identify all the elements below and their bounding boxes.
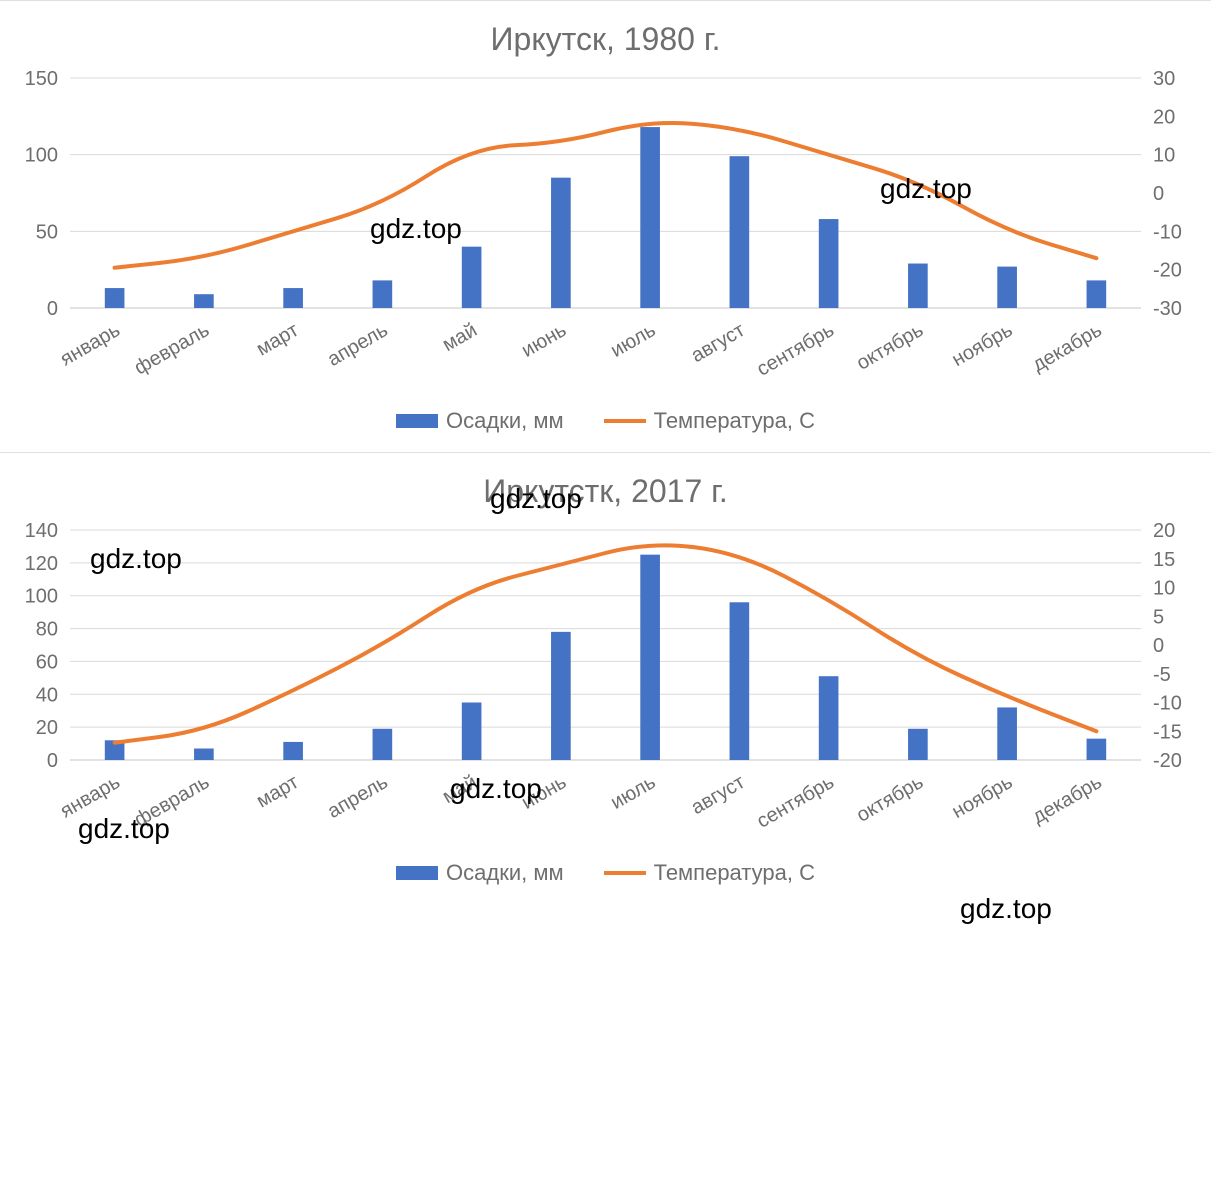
precipitation-bar bbox=[730, 602, 750, 760]
precipitation-bar bbox=[997, 267, 1017, 308]
precipitation-bar bbox=[908, 264, 928, 308]
right-axis-label: 30 bbox=[1153, 68, 1175, 90]
precipitation-bar bbox=[640, 127, 660, 308]
legend-swatch-bar bbox=[396, 414, 438, 428]
chart-plot: 0 50 100 150 -30 -20 -10 0 10 20 30 январьфевраль ма… bbox=[0, 68, 1211, 398]
right-axis-label: 15 bbox=[1153, 549, 1175, 571]
precipitation-bar bbox=[462, 247, 482, 308]
left-axis-label: 60 bbox=[36, 651, 58, 673]
legend-item-precipitation: Осадки, мм bbox=[396, 860, 564, 886]
right-axis-label: 20 bbox=[1153, 106, 1175, 128]
category-label: январь bbox=[57, 771, 124, 823]
category-label: июнь bbox=[518, 771, 570, 814]
legend-swatch-line bbox=[604, 419, 646, 423]
category-label: ноябрь bbox=[948, 771, 1016, 823]
category-label: апрель bbox=[324, 771, 392, 823]
left-axis-label: 0 bbox=[47, 298, 58, 320]
category-label: июль bbox=[607, 771, 659, 814]
left-axis-label: 120 bbox=[25, 553, 58, 575]
legend-item-precipitation: Осадки, мм bbox=[396, 408, 564, 434]
category-label: март bbox=[253, 319, 303, 360]
category-label: сентябрь bbox=[753, 771, 838, 833]
precipitation-bar bbox=[551, 632, 571, 760]
category-label: декабрь bbox=[1029, 319, 1106, 376]
category-label: ноябрь bbox=[948, 319, 1016, 371]
right-axis-label: -30 bbox=[1153, 298, 1182, 320]
category-label: октябрь bbox=[853, 771, 927, 827]
category-label: май bbox=[439, 319, 481, 356]
category-label: апрель bbox=[324, 319, 392, 371]
category-label: декабрь bbox=[1029, 771, 1106, 828]
category-label: июнь bbox=[518, 319, 570, 362]
precipitation-bar bbox=[997, 707, 1017, 760]
precipitation-bar bbox=[105, 288, 125, 308]
precipitation-bar bbox=[283, 288, 303, 308]
precipitation-bar bbox=[640, 555, 660, 760]
precipitation-bar bbox=[819, 676, 839, 760]
left-axis-label: 150 bbox=[25, 68, 58, 90]
left-axis-label: 0 bbox=[47, 750, 58, 772]
legend-label: Осадки, мм bbox=[446, 860, 564, 886]
category-label: май bbox=[439, 771, 481, 808]
category-label: август bbox=[687, 319, 748, 367]
charts-container: Иркутск, 1980 г.050100150-30-20-10010203… bbox=[0, 0, 1211, 904]
legend-swatch-line bbox=[604, 871, 646, 875]
right-axis-label: 10 bbox=[1153, 145, 1175, 167]
precipitation-bar bbox=[1087, 280, 1107, 308]
precipitation-bar bbox=[283, 742, 303, 760]
chart-title: Иркутск, 1980 г. bbox=[0, 1, 1211, 68]
chart-legend: Осадки, мм Температура, С bbox=[0, 398, 1211, 452]
precipitation-bar bbox=[373, 280, 393, 308]
precipitation-bar bbox=[1087, 739, 1107, 760]
right-axis-label: -20 bbox=[1153, 750, 1182, 772]
precipitation-bar bbox=[908, 729, 928, 760]
precipitation-bar bbox=[819, 219, 839, 308]
legend-label: Температура, С bbox=[654, 408, 815, 434]
precipitation-bar bbox=[462, 703, 482, 761]
right-axis-label: -10 bbox=[1153, 693, 1182, 715]
category-label: июль bbox=[607, 319, 659, 362]
category-label: август bbox=[687, 771, 748, 819]
precipitation-bar bbox=[194, 749, 214, 761]
chart-title: Иркутстк, 2017 г. bbox=[0, 453, 1211, 520]
right-axis-label: -20 bbox=[1153, 260, 1182, 282]
left-axis-label: 100 bbox=[25, 586, 58, 608]
left-axis-label: 20 bbox=[36, 717, 58, 739]
left-axis-label: 50 bbox=[36, 221, 58, 243]
right-axis-label: -5 bbox=[1153, 664, 1171, 686]
right-axis-label: 5 bbox=[1153, 606, 1164, 628]
category-label: январь bbox=[57, 319, 124, 371]
chart-panel: Иркутстк, 2017 г.020406080100120140-20-1… bbox=[0, 452, 1211, 904]
precipitation-bar bbox=[730, 156, 750, 308]
category-label: октябрь bbox=[853, 319, 927, 375]
right-axis-label: -15 bbox=[1153, 721, 1182, 743]
left-axis-label: 100 bbox=[25, 145, 58, 167]
precipitation-bar bbox=[373, 729, 393, 760]
legend-label: Температура, С bbox=[654, 860, 815, 886]
chart-plot: 0 20 40 60 80 100 120 140 -20 -15 -10 -5 0 5 10 15 20 янв… bbox=[0, 520, 1211, 850]
legend-item-temperature: Температура, С bbox=[604, 860, 815, 886]
left-axis-label: 80 bbox=[36, 619, 58, 641]
precipitation-bar bbox=[194, 294, 214, 308]
left-axis-label: 40 bbox=[36, 684, 58, 706]
chart-legend: Осадки, мм Температура, С bbox=[0, 850, 1211, 904]
legend-item-temperature: Температура, С bbox=[604, 408, 815, 434]
category-label: февраль bbox=[131, 319, 213, 379]
legend-label: Осадки, мм bbox=[446, 408, 564, 434]
chart-panel: Иркутск, 1980 г. 0 50 100 150 -30 -20 -10 0 10 20 3… bbox=[0, 0, 1211, 452]
right-axis-label: -10 bbox=[1153, 221, 1182, 243]
right-axis-label: 20 bbox=[1153, 520, 1175, 542]
category-label: март bbox=[253, 771, 303, 812]
precipitation-bar bbox=[551, 178, 571, 308]
right-axis-label: 0 bbox=[1153, 635, 1164, 657]
right-axis-label: 10 bbox=[1153, 578, 1175, 600]
category-label: сентябрь bbox=[753, 319, 838, 381]
legend-swatch-bar bbox=[396, 866, 438, 880]
left-axis-label: 140 bbox=[25, 520, 58, 542]
temperature-line bbox=[115, 545, 1097, 742]
right-axis-label: 0 bbox=[1153, 183, 1164, 205]
temperature-line bbox=[115, 123, 1097, 268]
category-label: февраль bbox=[131, 771, 213, 831]
